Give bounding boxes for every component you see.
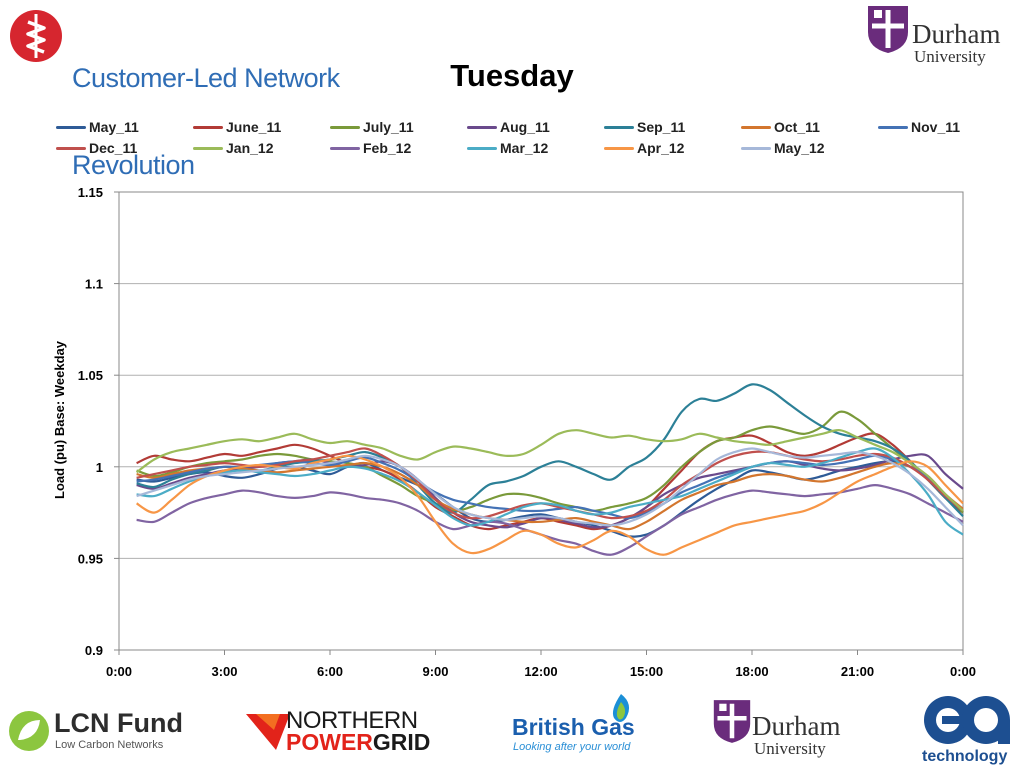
x-tick-label: 18:00 [735, 664, 768, 679]
legend-swatch [467, 146, 497, 150]
ea-mark-icon [924, 696, 1010, 744]
clnr-line2: Revolution [72, 150, 195, 180]
clnr-logo [8, 6, 328, 66]
legend-item: Dec_11 [56, 138, 137, 158]
x-tick-label: 21:00 [841, 664, 874, 679]
legend-swatch [604, 146, 634, 150]
legend-label: Sep_11 [637, 119, 686, 135]
series-line-may-12 [136, 447, 964, 527]
legend-item: Jan_12 [193, 138, 273, 158]
legend-item: Apr_12 [604, 138, 684, 158]
legend-label: Feb_12 [363, 140, 412, 156]
series-line-feb-12 [136, 484, 964, 556]
legend-label: Nov_11 [911, 119, 961, 135]
lcn-title: LCN Fund [54, 708, 183, 738]
y-axis-label: Load (pu) Base: Weekday [52, 340, 67, 499]
legend-label: Aug_11 [500, 119, 550, 135]
legend-item: June_11 [193, 117, 281, 137]
y-tick-label: 1.1 [85, 277, 103, 292]
footer-logos: LCN Fund Low Carbon Networks NORTHERN PO… [0, 688, 1024, 768]
legend-label: May_11 [89, 119, 139, 135]
y-tick-label: 1.05 [78, 368, 103, 383]
series-line-nov-11 [136, 454, 964, 520]
legend-item: Feb_12 [330, 138, 411, 158]
legend-swatch [467, 125, 497, 129]
y-tick-label: 1.15 [78, 185, 103, 200]
legend-swatch [604, 125, 634, 129]
npg-power: POWER [286, 729, 373, 755]
clnr-emblem-icon [10, 10, 62, 62]
legend-item: Sep_11 [604, 117, 685, 137]
npg-grid: GRID [372, 729, 431, 755]
grid-lines [119, 191, 963, 651]
y-axis-ticks: 0.9 0.95 1 1.05 1.1 1.15 [78, 185, 119, 658]
x-tick-label: 9:00 [422, 664, 448, 679]
x-tick-label: 6:00 [317, 664, 343, 679]
series-line-apr-12 [136, 454, 964, 556]
legend-swatch [878, 125, 908, 129]
ea-text: technology [922, 748, 1008, 765]
legend-label: Apr_12 [637, 140, 685, 156]
slide-title: Tuesday [450, 58, 574, 93]
durham-crest-bottom-icon [713, 700, 751, 743]
y-tick-label: 0.9 [85, 643, 103, 658]
legend-swatch [741, 146, 771, 150]
chart-legend: May_11 June_11 July_11 Aug_11 Sep_11 Oct_11 No… [56, 117, 996, 161]
x-axis-ticks: 0:00 3:00 6:00 9:00 12:00 15:00 18:00 21:00 0:00 [106, 650, 976, 679]
durham-crest-icon [868, 6, 908, 53]
durham-bottom-line2: University [754, 739, 826, 758]
legend-item: July_11 [330, 117, 414, 137]
durham-top-line2: University [914, 47, 986, 66]
legend-swatch [193, 125, 223, 129]
bg-flame-icon [612, 694, 630, 722]
legend-label: Oct_11 [774, 119, 820, 135]
legend-item: Aug_11 [467, 117, 550, 137]
bg-subtitle: Looking after your world [513, 741, 631, 753]
legend-label: Mar_12 [500, 140, 549, 156]
y-tick-label: 0.95 [78, 551, 103, 566]
durham-logo-top: Durham University [866, 2, 1024, 72]
line-chart: 0.9 0.95 1 1.05 1.1 1.15 0:00 3:00 6:00 9:00 12:0… [52, 185, 976, 679]
x-tick-label: 0:00 [106, 664, 132, 679]
series-line-sep-11 [136, 383, 964, 518]
npg-line1: NORTHERN [286, 707, 418, 734]
legend-swatch [330, 146, 360, 150]
legend-label: June_11 [226, 119, 282, 135]
plot-area [118, 191, 964, 651]
series-group [135, 383, 964, 556]
series-line-jan-12 [135, 429, 964, 512]
legend-item: Nov_11 [878, 117, 960, 137]
durham-bottom-line1: Durham [752, 711, 841, 741]
clnr-line1: Customer-Led Network [72, 63, 340, 93]
bg-title: British Gas [512, 714, 635, 740]
legend-item: May_12 [741, 138, 825, 158]
legend-label: Jan_12 [226, 140, 274, 156]
legend-item: May_11 [56, 117, 139, 137]
x-tick-label: 12:00 [524, 664, 557, 679]
legend-swatch [741, 125, 771, 129]
series-line-oct-11 [136, 461, 964, 531]
series-line-mar-12 [136, 447, 964, 536]
x-tick-label: 0:00 [950, 664, 976, 679]
lcn-leaf-icon [9, 711, 49, 751]
series-line-june-11 [136, 432, 964, 531]
legend-label: July_11 [363, 119, 414, 135]
x-tick-label: 3:00 [211, 664, 237, 679]
npg-arrow-icon [246, 714, 290, 750]
legend-swatch [56, 146, 86, 150]
lcn-subtitle: Low Carbon Networks [55, 739, 164, 751]
npg-line2: POWERGRID [286, 731, 430, 755]
legend-item: Mar_12 [467, 138, 548, 158]
y-tick-label: 1 [96, 460, 103, 475]
legend-swatch [56, 125, 86, 129]
legend-label: May_12 [774, 140, 825, 156]
legend-swatch [193, 146, 223, 150]
durham-top-line1: Durham [912, 19, 1001, 49]
legend-swatch [330, 125, 360, 129]
series-line-july-11 [136, 410, 964, 514]
x-tick-label: 15:00 [630, 664, 663, 679]
legend-item: Oct_11 [741, 117, 820, 137]
legend-label: Dec_11 [89, 140, 138, 156]
clnr-wordmark: Customer-Led Network Revolution [72, 6, 340, 209]
